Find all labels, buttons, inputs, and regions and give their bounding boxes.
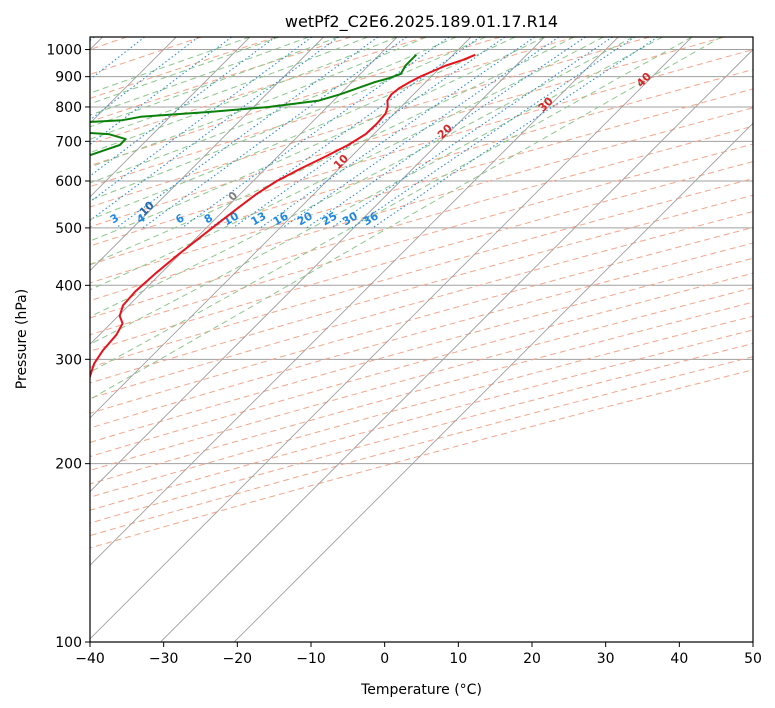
mixing-ratio-line bbox=[142, 37, 408, 229]
isotherm-line bbox=[90, 37, 398, 345]
dry-adiabat bbox=[90, 369, 753, 549]
moist-adiabat bbox=[90, 37, 368, 140]
y-tick-label: 100 bbox=[55, 635, 82, 651]
pressure-gridlines bbox=[90, 49, 753, 642]
x-tick-label: −20 bbox=[223, 651, 253, 667]
y-axis-label: Pressure (hPa) bbox=[14, 289, 30, 389]
y-tick-label: 600 bbox=[55, 174, 82, 190]
dry-adiabat bbox=[90, 143, 753, 336]
mixing-ratio-line bbox=[232, 37, 506, 229]
mixing-ratio-line bbox=[181, 37, 450, 229]
x-axis-label: Temperature (°C) bbox=[360, 682, 482, 698]
moist-adiabat bbox=[90, 37, 545, 242]
y-tick-label: 400 bbox=[55, 278, 82, 294]
mixing-ratio-line bbox=[115, 37, 379, 229]
dry-adiabat bbox=[90, 342, 753, 524]
isotherms bbox=[90, 37, 753, 642]
isotherm-line bbox=[90, 37, 324, 272]
y-tick-label: 900 bbox=[55, 70, 82, 86]
moist-adiabats bbox=[90, 37, 722, 400]
isotherm-line bbox=[90, 37, 472, 419]
dry-adiabat bbox=[90, 37, 277, 99]
y-tick-label: 1000 bbox=[46, 43, 82, 59]
dry-adiabat bbox=[90, 315, 753, 498]
x-tick-label: 40 bbox=[670, 651, 688, 667]
dry-adiabat bbox=[90, 242, 753, 429]
mixing-ratio-line bbox=[90, 37, 199, 121]
x-tick-label: 10 bbox=[449, 651, 467, 667]
moist-adiabat bbox=[90, 37, 398, 154]
mixing-ratio-lines bbox=[90, 37, 659, 229]
moist-adiabat bbox=[90, 37, 722, 400]
mixing-ratio-line bbox=[90, 37, 339, 222]
x-axis-ticks: −40 −30 −20 −10 0 10 20 30 40 50 bbox=[75, 642, 762, 667]
isotherm-line bbox=[90, 37, 251, 198]
isotherm-line bbox=[90, 37, 545, 493]
x-tick-label: −30 bbox=[149, 651, 179, 667]
moist-adiabat bbox=[90, 37, 486, 201]
sounding-series bbox=[90, 53, 476, 380]
chart-title: wetPf2_C2E6.2025.189.01.17.R14 bbox=[285, 12, 558, 32]
dry-adiabat bbox=[90, 125, 753, 319]
y-tick-label: 500 bbox=[55, 221, 82, 237]
moist-adiabat bbox=[90, 37, 339, 128]
isotherm-line bbox=[90, 37, 619, 566]
x-tick-label: 50 bbox=[744, 651, 762, 667]
dry-adiabat bbox=[90, 37, 725, 228]
moist-adiabat bbox=[90, 37, 634, 318]
x-tick-label: 20 bbox=[523, 651, 541, 667]
plot-area: -100-90-80-70-60-50-40-30-20-10 0.10.20.… bbox=[90, 37, 753, 642]
moist-adiabat bbox=[90, 37, 575, 265]
isotherm-line bbox=[90, 37, 693, 640]
y-axis-ticks: 100 200 300 400 500 600 700 800 900 1000 bbox=[46, 43, 90, 651]
moist-adiabat bbox=[90, 37, 604, 291]
y-tick-label: 800 bbox=[55, 100, 82, 116]
moist-adiabat bbox=[90, 37, 663, 345]
dry-adiabat bbox=[90, 68, 753, 266]
y-tick-label: 300 bbox=[55, 352, 82, 368]
x-tick-label: 30 bbox=[597, 651, 615, 667]
y-tick-label: 700 bbox=[55, 134, 82, 150]
isotherm-line bbox=[233, 122, 753, 642]
dry-adiabat bbox=[90, 88, 753, 284]
x-tick-label: −40 bbox=[75, 651, 105, 667]
mixing-ratio-line bbox=[282, 37, 560, 229]
dry-adiabat bbox=[90, 37, 501, 167]
mixing-ratio-line bbox=[351, 37, 636, 229]
y-tick-label: 200 bbox=[55, 457, 82, 473]
mixing-ratio-line bbox=[372, 37, 659, 229]
dry-adiabat bbox=[90, 37, 650, 208]
moist-adiabat bbox=[90, 37, 516, 221]
x-tick-label: 0 bbox=[380, 651, 389, 667]
x-tick-label: −10 bbox=[296, 651, 326, 667]
dry-adiabat bbox=[90, 272, 753, 458]
dry-adiabat bbox=[90, 226, 753, 414]
isotherm-line bbox=[160, 48, 753, 642]
dry-adiabat bbox=[90, 301, 753, 485]
plot-frame bbox=[89, 36, 754, 643]
temperature-line bbox=[90, 53, 476, 380]
mixing-ratio-line bbox=[90, 37, 232, 146]
